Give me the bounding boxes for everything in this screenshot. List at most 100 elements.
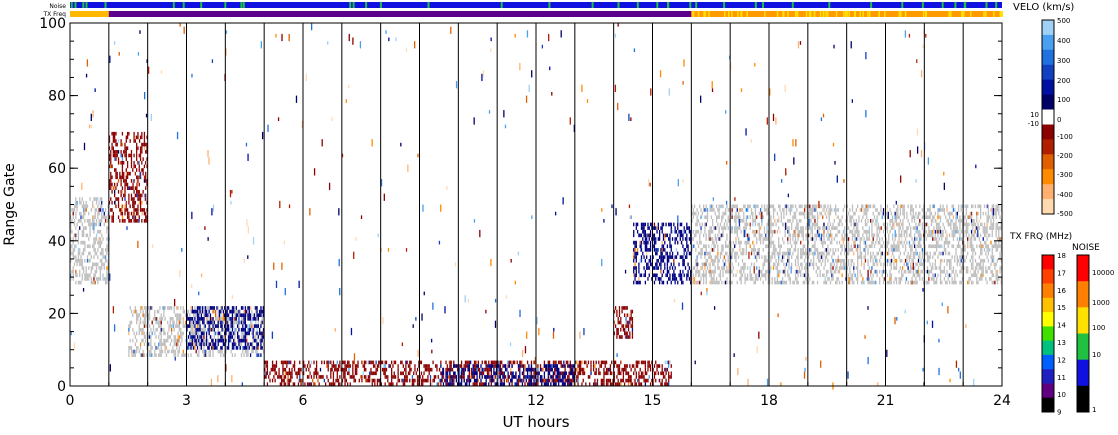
data-cell	[624, 324, 626, 328]
data-cell	[141, 306, 143, 310]
data-cell	[923, 233, 925, 238]
data-cell	[797, 248, 799, 252]
data-cell	[262, 349, 265, 354]
data-cell	[908, 233, 911, 238]
data-cell	[862, 226, 864, 230]
data-cell	[427, 364, 429, 368]
data-cell	[627, 324, 630, 328]
data-cell	[715, 240, 718, 245]
data-cell	[986, 229, 988, 234]
data-cell	[952, 280, 955, 285]
data-cell	[693, 211, 696, 216]
data-cell	[987, 215, 990, 220]
data-cell	[957, 258, 960, 263]
data-cell	[121, 197, 124, 201]
data-cell	[330, 375, 332, 379]
data-cell	[473, 375, 476, 379]
data-cell	[952, 229, 955, 234]
data-cell	[255, 349, 257, 354]
data-cell	[789, 240, 791, 245]
data-cell	[147, 342, 149, 347]
data-cell	[770, 258, 772, 263]
data-cell	[397, 375, 399, 379]
data-cell	[371, 371, 373, 376]
data-cell	[526, 360, 529, 365]
data-cell	[80, 255, 82, 259]
data-cell	[846, 251, 848, 256]
data-cell	[952, 269, 955, 274]
data-cell	[98, 219, 100, 223]
data-cell	[901, 237, 903, 241]
data-cell	[603, 382, 605, 386]
data-cell	[181, 353, 183, 357]
data-cell	[954, 208, 956, 212]
data-cell	[853, 211, 855, 216]
data-cell	[662, 375, 665, 379]
data-cell	[717, 266, 719, 270]
data-cell	[139, 327, 142, 332]
data-cell	[1000, 248, 1002, 252]
data-cell	[133, 211, 135, 216]
data-cell	[400, 360, 402, 365]
data-cell	[706, 208, 709, 212]
data-cell	[246, 335, 248, 339]
data-cell	[973, 233, 975, 238]
data-cell	[974, 226, 977, 230]
data-cell	[306, 382, 309, 386]
data-cell	[107, 237, 109, 241]
data-cell	[915, 204, 917, 209]
data-cell	[559, 360, 561, 365]
data-cell	[960, 248, 962, 252]
data-cell	[705, 215, 707, 220]
data-cell	[288, 367, 291, 372]
data-cell	[956, 215, 958, 220]
data-cell	[186, 313, 188, 318]
data-cell	[813, 237, 815, 241]
data-cell	[699, 280, 701, 285]
data-cell	[558, 360, 560, 365]
data-cell	[986, 255, 988, 259]
data-cell	[761, 273, 763, 278]
data-cell	[746, 273, 749, 278]
data-cell	[972, 244, 974, 249]
data-cell	[114, 182, 116, 187]
data-cell	[574, 367, 577, 372]
data-cell	[159, 353, 161, 357]
data-cell	[133, 349, 135, 354]
data-cell	[991, 273, 993, 278]
data-cell	[696, 280, 698, 285]
data-cell	[970, 262, 973, 267]
data-cell	[836, 277, 838, 281]
data-cell	[189, 346, 191, 350]
data-cell	[866, 244, 868, 249]
data-cell	[181, 338, 183, 343]
data-cell	[603, 360, 605, 365]
data-cell	[710, 280, 713, 285]
data-cell	[902, 219, 904, 223]
data-cell	[844, 251, 846, 256]
data-cell	[436, 367, 438, 372]
data-cell	[898, 226, 900, 230]
data-cell	[696, 240, 698, 245]
data-cell	[107, 211, 109, 216]
data-cell	[967, 266, 969, 270]
data-cell	[811, 222, 814, 227]
data-cell	[991, 248, 993, 252]
data-cell	[262, 320, 265, 325]
data-cell	[536, 378, 538, 383]
data-cell	[139, 306, 142, 310]
data-cell	[976, 215, 978, 220]
data-cell	[806, 208, 808, 212]
data-cell	[816, 266, 819, 270]
data-cell	[115, 142, 117, 147]
data-cell	[910, 255, 912, 259]
data-cell	[173, 349, 175, 354]
data-cell	[128, 331, 130, 336]
data-cell	[904, 269, 907, 274]
data-cell	[969, 269, 971, 274]
data-cell	[195, 320, 197, 325]
data-cell	[523, 371, 525, 376]
data-cell	[617, 317, 619, 321]
data-cell	[282, 360, 284, 365]
data-cell	[911, 208, 913, 212]
